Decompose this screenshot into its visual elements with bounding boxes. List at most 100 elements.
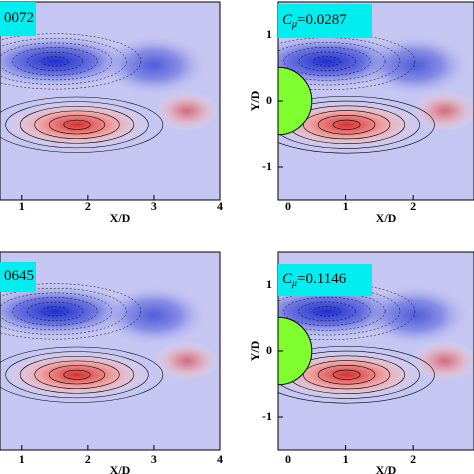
contour-line: [298, 51, 356, 72]
contour-line: [278, 42, 386, 81]
contour-line: [317, 114, 376, 135]
contour-line: [0, 42, 113, 81]
contour-line: [0, 346, 164, 403]
y-axis-label: Y/D: [248, 340, 262, 361]
contour-line: [298, 301, 356, 322]
frame: [0, 1, 221, 201]
contour-line: [313, 306, 341, 317]
y-tick-label: 0: [266, 93, 272, 107]
contour-line: [0, 33, 142, 90]
vortex-positive: [4, 351, 150, 398]
vortex-negative: [101, 35, 207, 96]
contour-line: [48, 115, 106, 135]
contour-line: [313, 56, 341, 67]
contour-line: [34, 360, 120, 389]
contour-line: [317, 364, 376, 385]
x-tick-label: 0: [285, 452, 291, 466]
contour-line: [41, 56, 69, 67]
frame: [0, 251, 221, 451]
contour-line: [278, 100, 420, 149]
x-tick-label: 1: [343, 199, 349, 213]
annotation: Cμ=0.1146: [282, 271, 347, 289]
x-tick-label: 1: [19, 199, 25, 213]
vortex-positive: [410, 340, 474, 382]
contour-line: [0, 283, 142, 340]
annotation-symbol: C: [282, 271, 293, 287]
x-tick-label: 2: [410, 199, 416, 213]
contour-line: [41, 306, 69, 317]
y-tick-label: 1: [266, 277, 272, 291]
contour-line: [34, 110, 120, 139]
contour-line: [48, 365, 106, 385]
annotation-box: [278, 264, 372, 296]
annotation-symbol: C: [282, 12, 293, 28]
contour-line: [27, 51, 83, 71]
contour-line: [12, 47, 98, 76]
vortex-positive: [410, 90, 474, 132]
annotation-value: =0.0287: [297, 12, 347, 28]
x-tick-label: 2: [410, 452, 416, 466]
annotation-value: 0645: [4, 268, 34, 284]
annotation-subscript: μ: [291, 19, 297, 30]
contour-line: [278, 32, 416, 91]
annotation-subscript: μ: [291, 278, 297, 289]
contour-line: [303, 360, 391, 390]
contour-line: [303, 110, 391, 140]
annotation: Cμ=0.0287: [282, 12, 347, 30]
vortex-negative: [0, 34, 135, 88]
x-axis-label: X/D: [110, 463, 131, 474]
x-axis-label: X/D: [110, 211, 131, 225]
panel: 1 2 3 4 X/D 0645: [0, 251, 223, 474]
x-tick-label: 3: [151, 199, 157, 213]
annotation-value: =0.1146: [297, 271, 347, 287]
cylinder: [278, 66, 313, 136]
contour-line: [332, 369, 361, 380]
annotation: 0645: [4, 268, 34, 284]
x-tick-label: 2: [85, 199, 91, 213]
contour-line: [283, 296, 371, 326]
contour-line: [278, 287, 401, 336]
contour-line: [332, 119, 361, 130]
plot-area: [0, 252, 220, 450]
panel: 1 2 3 4 X/D 0072: [0, 1, 223, 225]
contour-line: [63, 119, 91, 130]
plot-area: [0, 2, 220, 200]
x-tick-label: 1: [19, 452, 25, 466]
contour-line: [5, 351, 149, 399]
contour-line: [283, 46, 371, 76]
annotation-box: [0, 2, 36, 36]
x-axis-label: X/D: [376, 211, 397, 225]
panel: 0 1 2 X/D 1 0 -1 Y/D Cμ=0.0287: [248, 1, 474, 225]
contour-line: [27, 301, 83, 321]
contour-line: [19, 105, 135, 144]
contour-line: [19, 355, 135, 394]
contour-line: [12, 297, 98, 326]
contour-line: [278, 350, 420, 399]
contour-line: [278, 346, 435, 404]
x-tick-label: 4: [217, 452, 223, 466]
contour-line: [0, 38, 127, 85]
contour-line: [0, 288, 127, 335]
contour-line: [278, 282, 416, 341]
y-tick-label: 0: [266, 343, 272, 357]
y-tick-label: -1: [262, 409, 272, 423]
vortex-positive: [278, 101, 421, 149]
x-tick-label: 2: [85, 452, 91, 466]
x-axis-label: X/D: [376, 463, 397, 474]
vortex-positive: [4, 101, 150, 148]
contour-line: [0, 96, 164, 153]
y-tick-label: 1: [266, 27, 272, 41]
x-tick-label: 1: [343, 452, 349, 466]
y-tick-label: -1: [262, 159, 272, 173]
vortex-negative: [361, 34, 470, 96]
x-tick-label: 0: [285, 199, 291, 213]
x-tick-label: 4: [217, 199, 223, 213]
contour-line: [0, 292, 113, 331]
vortex-negative: [101, 285, 207, 346]
contour-line: [63, 369, 91, 380]
annotation-box: [0, 262, 36, 292]
contour-line: [5, 101, 149, 149]
panel: 0 1 2 X/D 1 0 -1 Y/D Cμ=0.1146: [248, 251, 474, 474]
x-tick-label: 3: [151, 452, 157, 466]
